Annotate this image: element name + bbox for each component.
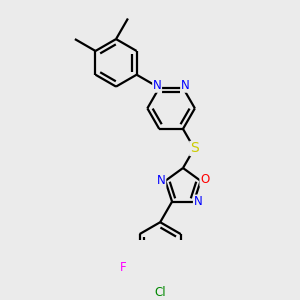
Text: N: N <box>157 174 166 188</box>
Text: S: S <box>190 142 199 155</box>
Text: F: F <box>120 261 127 274</box>
Text: Cl: Cl <box>154 286 166 298</box>
Text: N: N <box>153 79 161 92</box>
Text: O: O <box>200 173 209 186</box>
Text: N: N <box>194 195 202 208</box>
Text: N: N <box>181 79 190 92</box>
